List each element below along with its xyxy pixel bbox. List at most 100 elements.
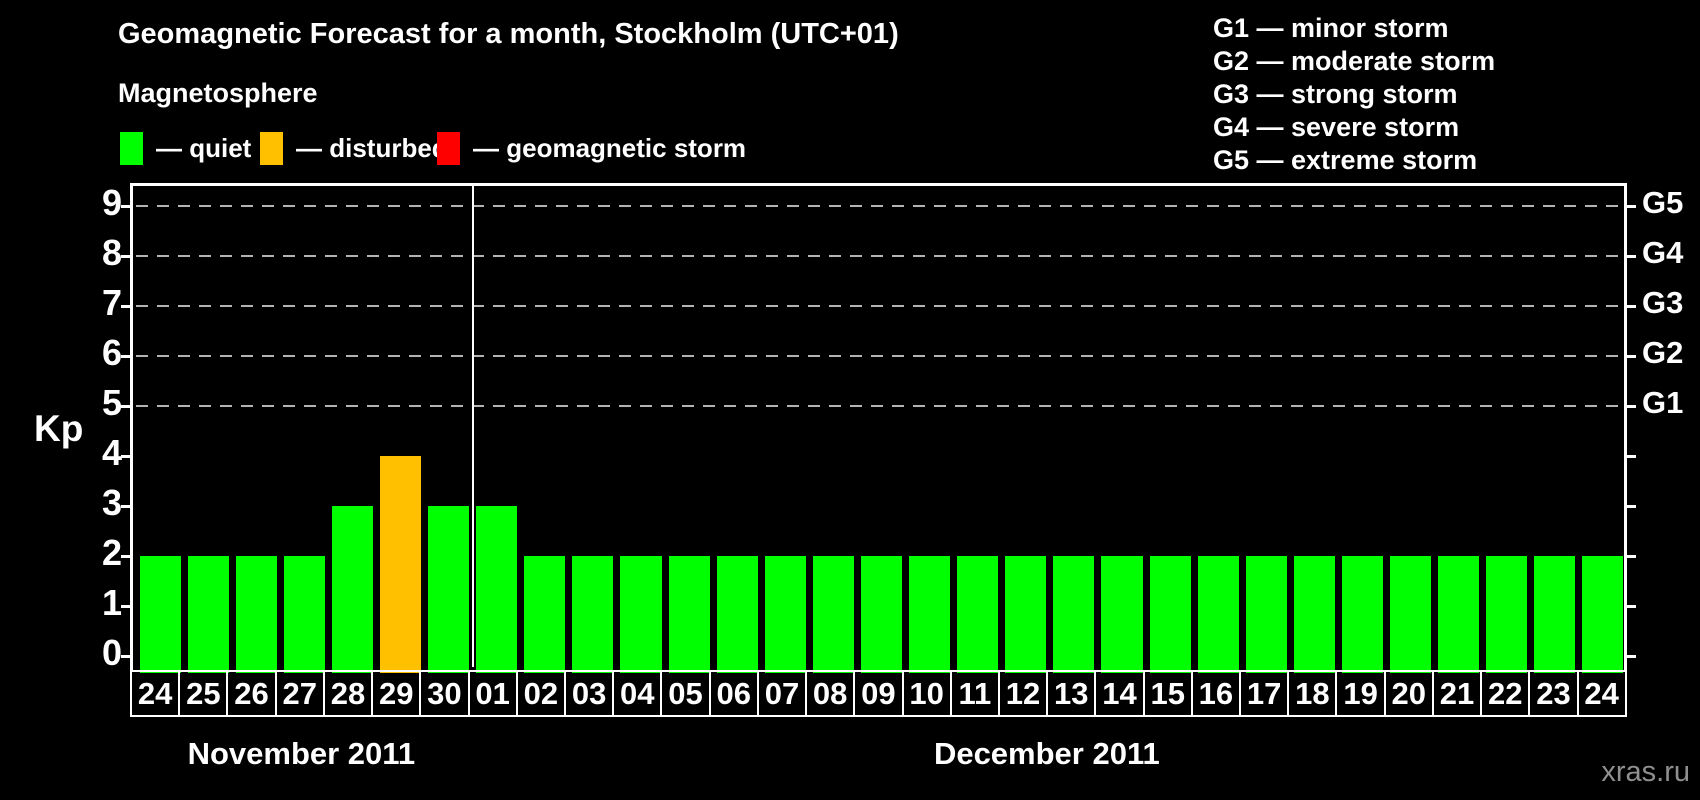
y-axis-label: 1 [101, 582, 122, 623]
left-axis-tick [121, 455, 133, 458]
y-axis-label: 5 [101, 382, 122, 423]
kp-bar-day-27 [283, 556, 325, 673]
gridline-kp9 [136, 205, 1627, 207]
kp-bar-day-17 [1245, 556, 1287, 673]
storm-scale-item-g3: G3 — strong storm [1213, 79, 1458, 109]
day-label-cell: 20 [1383, 670, 1434, 717]
right-axis-tick [1624, 505, 1636, 508]
kp-bar-day-21 [1438, 556, 1480, 673]
left-axis-tick [121, 555, 133, 558]
day-label-cell: 10 [901, 670, 952, 717]
month-separator-line [471, 186, 474, 667]
kp-bar-day-03 [572, 556, 614, 673]
left-axis-tick [121, 255, 133, 258]
right-axis-tick [1624, 355, 1636, 358]
left-axis-tick [121, 605, 133, 608]
kp-bar-day-24 [139, 556, 181, 673]
kp-bar-day-16 [1197, 556, 1239, 673]
left-axis-tick [121, 355, 133, 358]
y-axis-label: 7 [101, 282, 122, 323]
storm-scale-item-g2: G2 — moderate storm [1213, 46, 1496, 76]
g-level-label-g3: G3 [1642, 285, 1684, 320]
kp-bar-day-13 [1053, 556, 1095, 673]
kp-bar-day-11 [957, 556, 999, 673]
kp-bar-day-05 [668, 556, 710, 673]
day-label-cell: 28 [322, 670, 374, 717]
day-label-cell: 25 [178, 670, 229, 717]
day-label-cell: 04 [612, 670, 663, 717]
day-label-cell: 24 [130, 670, 181, 717]
right-axis-tick [1624, 655, 1636, 658]
y-axis-label: 4 [101, 432, 122, 473]
quiet-color-swatch [120, 131, 143, 165]
day-label-cell: 03 [563, 670, 615, 717]
day-label-cell: 27 [274, 670, 325, 717]
day-label-cell: 16 [1190, 670, 1242, 717]
kp-bar-day-23 [1534, 556, 1576, 673]
left-axis-tick [121, 405, 133, 408]
day-label-cell: 05 [660, 670, 711, 717]
day-label-cell: 24 [1576, 670, 1627, 717]
chart-plot [121, 183, 1636, 673]
right-axis-tick [1624, 305, 1636, 308]
day-label-cell: 26 [226, 670, 277, 717]
disturbed-color-swatch [260, 131, 283, 165]
gridline-kp6 [136, 355, 1627, 357]
y-axis-label: 3 [101, 482, 122, 523]
gridline-kp8 [136, 255, 1627, 257]
y-axis-label: 6 [101, 332, 122, 373]
kp-bar-day-15 [1149, 556, 1191, 673]
y-axis-label: 2 [101, 532, 122, 573]
storm-scale-item-g5: G5 — extreme storm [1213, 145, 1478, 175]
kp-bar-day-18 [1293, 556, 1335, 673]
right-axis-tick [1624, 455, 1636, 458]
day-label-cell: 22 [1480, 670, 1531, 717]
legend-item-storm: — geomagnetic storm [437, 128, 746, 168]
day-label-cell: 13 [1046, 670, 1097, 717]
gridline-kp5 [136, 405, 1627, 407]
kp-bar-day-07 [764, 556, 806, 673]
kp-bar-day-19 [1341, 556, 1383, 673]
legend-heading: Magnetosphere [118, 78, 318, 108]
day-label-cell: 23 [1528, 670, 1579, 717]
day-label-cell: 08 [805, 670, 856, 717]
day-label-cell: 15 [1142, 670, 1193, 717]
day-label-cell: 12 [997, 670, 1049, 717]
legend-item-disturbed: — disturbed [260, 128, 448, 168]
kp-bar-day-14 [1101, 556, 1143, 673]
day-axis-row: 24 25 26 27 28 29 30 01 02 03 04 05 06 07 08 09 10 11 12 13… [130, 670, 1627, 717]
g-level-label-g4: G4 [1642, 235, 1684, 270]
right-axis-tick [1624, 605, 1636, 608]
page-title: Geomagnetic Forecast for a month, Stockh… [118, 18, 899, 50]
kp-bar-day-04 [620, 556, 662, 673]
kp-bar-day-06 [716, 556, 758, 673]
day-label-cell: 11 [949, 670, 1000, 717]
kp-axis-title: Kp [34, 408, 84, 449]
kp-bar-day-08 [812, 556, 854, 673]
gridline-kp7 [136, 305, 1627, 307]
kp-bar-day-26 [235, 556, 277, 673]
right-axis-tick [1624, 405, 1636, 408]
day-label-cell: 07 [756, 670, 808, 717]
legend-item-quiet: — quiet [120, 128, 251, 168]
kp-bar-day-29 [379, 456, 422, 673]
day-label-cell: 14 [1094, 670, 1145, 717]
left-axis-tick [121, 205, 133, 208]
day-label-cell: 06 [708, 670, 759, 717]
right-axis-tick [1624, 555, 1636, 558]
watermark: xras.ru [1601, 756, 1690, 788]
kp-bar-day-01 [476, 506, 518, 673]
month-label-december: December 2011 [933, 736, 1160, 771]
storm-scale-legend: G1 — minor storm G2 — moderate storm G3 … [1213, 12, 1495, 177]
y-axis-label: 9 [101, 182, 122, 223]
day-label-cell: 19 [1335, 670, 1386, 717]
g-level-label-g5: G5 [1642, 185, 1684, 220]
kp-bar-day-20 [1390, 556, 1432, 673]
y-axis-label: 0 [101, 632, 122, 673]
day-label-cell: 30 [419, 670, 470, 717]
y-axis-label: 8 [101, 232, 122, 273]
kp-bar-day-09 [860, 556, 903, 673]
kp-bar-day-28 [331, 506, 373, 673]
storm-color-swatch [437, 131, 460, 165]
g-level-label-g2: G2 [1642, 335, 1684, 370]
